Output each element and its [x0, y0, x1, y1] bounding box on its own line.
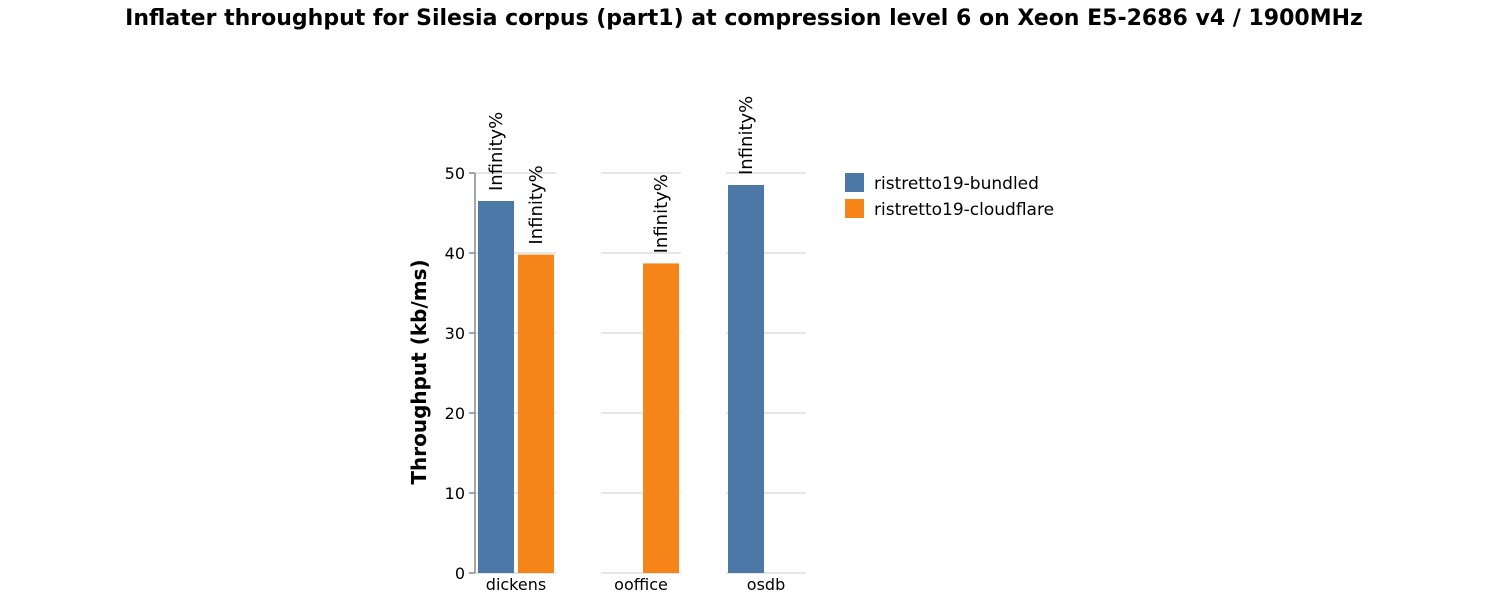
bar	[728, 185, 764, 573]
y-tick-label: 50	[445, 164, 465, 183]
bar	[518, 254, 554, 573]
x-category-label: ooffice	[614, 575, 668, 594]
bar-value-label: Infinity%	[526, 165, 547, 244]
chart-title: Inflater throughput for Silesia corpus (…	[125, 6, 1363, 31]
legend-swatch	[845, 199, 864, 218]
bar-labels: Infinity% Infinity% Infinity% Infinity%	[486, 96, 757, 254]
legend-swatch	[845, 173, 864, 192]
bar-value-label: Infinity%	[736, 96, 757, 175]
legend: ristretto19-bundled ristretto19-cloudflar…	[845, 173, 1054, 220]
legend-entry: ristretto19-cloudflare	[874, 200, 1054, 220]
y-axis: 0 10 20 30 40 50	[445, 164, 476, 583]
y-tick-label: 30	[445, 324, 465, 343]
y-tick-label: 40	[445, 244, 465, 263]
bars	[478, 185, 764, 573]
x-category-label: osdb	[747, 575, 785, 594]
y-tick-label: 20	[445, 404, 465, 423]
x-axis: dickens ooffice osdb	[486, 575, 785, 594]
bar	[643, 263, 679, 573]
bar-value-label: Infinity%	[486, 112, 507, 191]
x-category-label: dickens	[486, 575, 546, 594]
y-tick-label: 10	[445, 484, 465, 503]
bar-value-label: Infinity%	[651, 174, 672, 253]
legend-entry: ristretto19-bundled	[874, 174, 1039, 194]
bar	[478, 201, 514, 573]
y-axis-title: Throughput (kb/ms)	[407, 259, 431, 484]
y-tick-label: 0	[455, 564, 465, 583]
